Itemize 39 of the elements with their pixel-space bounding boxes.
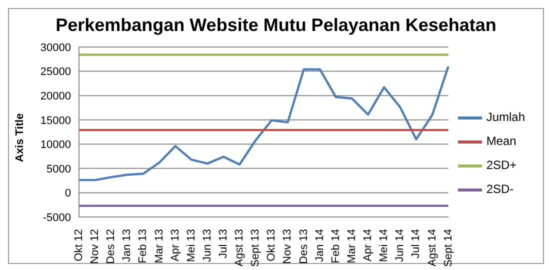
x-tick-label: Jan 13 [121, 229, 134, 262]
legend-label: Mean [486, 134, 516, 148]
x-tick-label: Feb 14 [330, 229, 342, 264]
x-tick-label: Agst 13 [234, 229, 246, 266]
y-tick-label: -5000 [42, 212, 71, 224]
x-tick-label: Mei 13 [185, 229, 198, 262]
x-tick-label: Sept 14 [442, 229, 454, 267]
y-tick-label: 25000 [40, 66, 71, 78]
x-tick-label: Jul 14 [410, 229, 422, 258]
legend-label: 2SD+ [486, 158, 517, 172]
y-tick-label: 15000 [40, 114, 71, 127]
chart-title: Perkembangan Website Mutu Pelayanan Kesehatan [54, 14, 498, 37]
x-tick-label: Jun 13 [201, 229, 214, 262]
x-tick-label: Jan 14 [314, 229, 326, 262]
y-axis-title: Axis Title [14, 113, 26, 162]
x-tick-label: Apr 14 [362, 229, 374, 262]
x-tick-label: Des 13 [298, 229, 310, 264]
x-tick-label: Des 12 [105, 229, 118, 264]
line-series [78, 65, 450, 182]
x-tick-label: Mei 14 [378, 229, 390, 262]
y-tick-label: 30000 [40, 42, 71, 54]
legend-label: 2SD- [486, 182, 514, 196]
x-tick-label: Mar 13 [153, 229, 166, 264]
x-tick-label: Agst 14 [426, 229, 438, 266]
x-tick-label: Okt 12 [73, 229, 85, 262]
x-tick-label: Apr 13 [169, 229, 182, 262]
x-tick-label: Mar 14 [346, 229, 358, 264]
x-tick-label: Okt 13 [266, 229, 278, 262]
legend-label: Jumlah [486, 110, 525, 124]
x-tick-label: Feb 13 [137, 229, 150, 264]
y-tick-label: 5000 [46, 163, 71, 176]
x-tick-label: Jun 14 [394, 229, 406, 262]
x-tick-label: Jul 13 [218, 229, 230, 258]
y-tick-label: 0 [64, 188, 71, 200]
x-tick-label: Sept 13 [250, 229, 262, 267]
x-tick-label: Nov 13 [282, 229, 294, 264]
y-tick-label: 10000 [40, 139, 71, 152]
y-tick-label: 20000 [40, 90, 71, 102]
x-tick-label: Nov 12 [89, 229, 102, 264]
